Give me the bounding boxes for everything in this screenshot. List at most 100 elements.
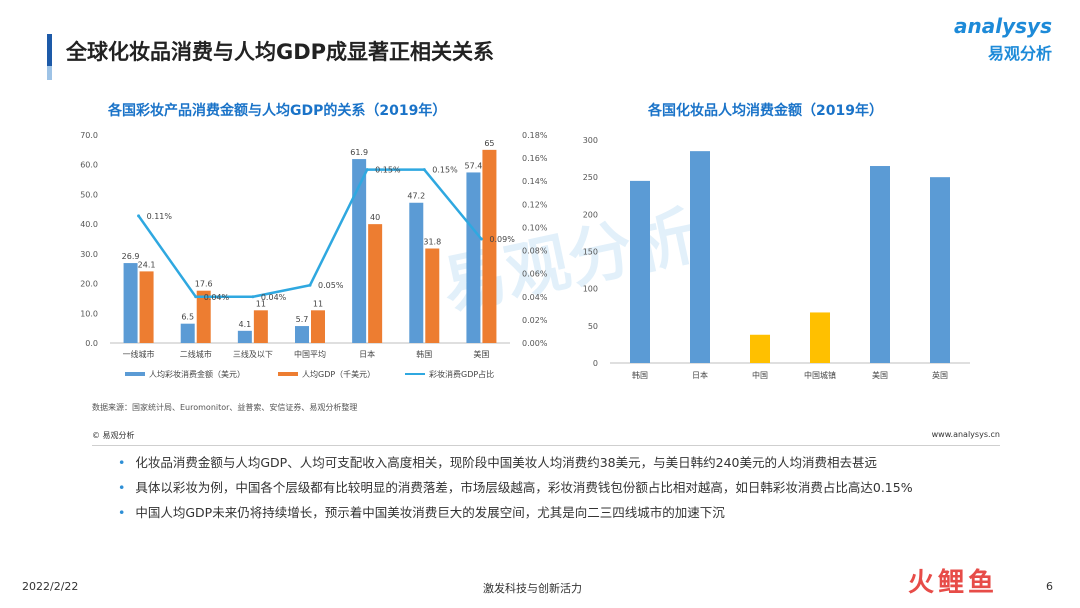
analysys-logo: analysys 易观分析 <box>954 14 1052 64</box>
bullet-dot-icon: • <box>118 480 126 495</box>
bullet-text: 化妆品消费金额与人均GDP、人均可支配收入高度相关，现阶段中国美妆人均消费约38… <box>135 455 877 470</box>
bar-makeup-spend <box>237 330 252 343</box>
legend-label: 人均彩妆消费金额（美元） <box>149 369 245 379</box>
bullet-item: • 具体以彩妆为例，中国各个层级都有比较明显的消费落差，市场层级越高，彩妆消费钱包… <box>118 475 913 500</box>
page-number: 6 <box>1046 580 1053 593</box>
bar-makeup-spend-label: 57.4 <box>465 161 483 170</box>
y-right-tick-label: 0.12% <box>522 200 548 209</box>
bar-makeup-spend <box>180 323 195 343</box>
chart2-cosmetics-per-capita: 0 50 100 150 200 250 300 韩国 日本 中国 中国城镇 美国 英国 <box>583 136 970 380</box>
bar-gdp-label: 40 <box>370 213 380 222</box>
x-tick-label: 韩国 <box>632 370 648 380</box>
y-tick-label: 150 <box>583 248 598 257</box>
y-tick-label: 250 <box>583 173 598 182</box>
chart1-makeup-vs-gdp: 0.0 10.0 20.0 30.0 40.0 50.0 60.0 70.0 0.00% 0.02… <box>80 131 548 379</box>
line-point-share <box>137 214 141 218</box>
y-left-tick-label: 30.0 <box>80 250 98 259</box>
bar-gdp-per-capita <box>196 290 211 343</box>
y-right-tick-label: 0.18% <box>522 131 548 140</box>
x-tick-label: 三线及以下 <box>233 349 273 359</box>
x-tick-label: 中国城镇 <box>804 370 836 380</box>
bar-gdp-per-capita <box>368 224 383 343</box>
y-tick-label: 100 <box>583 285 598 294</box>
footer-logo: 火鲤鱼 <box>908 568 999 598</box>
logo-text-en: analysys <box>954 14 1052 38</box>
line-point-label: 0.11% <box>147 212 173 221</box>
x-tick-label: 美国 <box>473 349 489 359</box>
bar-makeup-spend-label: 26.9 <box>122 252 140 261</box>
bar-gdp-label: 31.8 <box>423 238 441 247</box>
bullet-text: 中国人均GDP未来仍将持续增长，预示着中国美妆消费巨大的发展空间，尤其是向二三四… <box>135 505 725 520</box>
x-tick-label: 中国平均 <box>294 349 326 359</box>
bar-makeup-spend <box>352 159 367 343</box>
bar-makeup-spend <box>123 263 138 343</box>
line-point-share <box>422 168 426 172</box>
line-point-label: 0.04% <box>261 293 287 302</box>
bullet-text: 具体以彩妆为例，中国各个层级都有比较明显的消费落差，市场层级越高，彩妆消费钱包份… <box>135 480 913 495</box>
bar-gdp-per-capita <box>425 248 440 343</box>
bar-gdp-per-capita <box>253 310 268 343</box>
bar-gdp-label: 17.6 <box>195 280 213 289</box>
bar-per-capita-spend <box>810 312 830 363</box>
x-tick-label: 日本 <box>359 349 375 359</box>
y-left-tick-label: 20.0 <box>80 280 98 289</box>
y-tick-label: 300 <box>583 136 598 145</box>
title-accent-bar <box>47 34 52 66</box>
y-left-tick-label: 60.0 <box>80 161 98 170</box>
bar-makeup-spend-label: 5.7 <box>296 315 309 324</box>
y-right-tick-label: 0.04% <box>522 293 548 302</box>
y-right-tick-label: 0.16% <box>522 154 548 163</box>
bar-gdp-label: 11 <box>256 299 266 308</box>
x-tick-label: 韩国 <box>416 349 432 359</box>
line-point-share <box>365 168 369 172</box>
title-accent-bar-light <box>47 66 52 80</box>
line-point-label: 0.04% <box>204 293 230 302</box>
bar-makeup-spend <box>409 202 424 343</box>
y-left-tick-label: 50.0 <box>80 190 98 199</box>
y-right-tick-label: 0.02% <box>522 316 548 325</box>
bullet-item: • 中国人均GDP未来仍将持续增长，预示着中国美妆消费巨大的发展空间，尤其是向二三… <box>118 500 913 525</box>
bullet-dot-icon: • <box>118 455 126 470</box>
bar-makeup-spend <box>295 326 309 343</box>
bar-per-capita-spend <box>870 166 890 363</box>
bar-gdp-label: 65 <box>484 139 494 148</box>
bar-per-capita-spend <box>930 177 950 363</box>
copyright: © 易观分析 <box>92 431 135 440</box>
x-tick-label: 中国 <box>752 370 768 380</box>
y-left-tick-label: 70.0 <box>80 131 98 140</box>
line-point-share <box>479 237 483 241</box>
y-tick-label: 50 <box>588 322 598 331</box>
y-left-tick-label: 10.0 <box>80 309 98 318</box>
bar-gdp-label: 11 <box>313 299 323 308</box>
bar-gdp-per-capita <box>311 310 325 343</box>
legend-swatch <box>125 372 145 376</box>
x-tick-label: 英国 <box>932 370 948 380</box>
line-point-share <box>194 295 198 299</box>
bar-gdp-per-capita <box>139 271 154 343</box>
y-right-tick-label: 0.10% <box>522 223 548 232</box>
logo-text-cn: 易观分析 <box>987 44 1052 63</box>
y-tick-label: 0 <box>593 359 598 368</box>
divider <box>92 445 1000 446</box>
y-right-tick-label: 0.06% <box>522 270 548 279</box>
bar-gdp-label: 24.1 <box>138 260 156 269</box>
x-tick-label: 二线城市 <box>180 349 212 359</box>
page-title: 全球化妆品消费与人均GDP成显著正相关关系 <box>66 40 495 64</box>
y-right-tick-label: 0.08% <box>522 247 548 256</box>
chart1-title: 各国彩妆产品消费金额与人均GDP的关系（2019年） <box>108 103 447 119</box>
bar-makeup-spend-label: 61.9 <box>350 148 368 157</box>
chart2-title: 各国化妆品人均消费金额（2019年） <box>648 103 883 119</box>
legend-label: 人均GDP（千美元） <box>302 369 375 379</box>
line-point-label: 0.05% <box>318 281 344 290</box>
bar-makeup-spend-label: 47.2 <box>407 192 425 201</box>
bar-makeup-spend <box>466 172 481 343</box>
y-right-tick-label: 0.14% <box>522 177 548 186</box>
bullet-item: • 化妆品消费金额与人均GDP、人均可支配收入高度相关，现阶段中国美妆人均消费约3… <box>118 450 913 475</box>
legend-label: 彩妆消费GDP占比 <box>429 369 494 379</box>
line-point-share <box>308 283 312 287</box>
legend-swatch <box>278 372 298 376</box>
line-point-share <box>251 295 255 299</box>
bullet-list: • 化妆品消费金额与人均GDP、人均可支配收入高度相关，现阶段中国美妆人均消费约3… <box>118 450 913 525</box>
website-link[interactable]: www.analysys.cn <box>931 430 1000 439</box>
x-tick-label: 一线城市 <box>123 349 155 359</box>
